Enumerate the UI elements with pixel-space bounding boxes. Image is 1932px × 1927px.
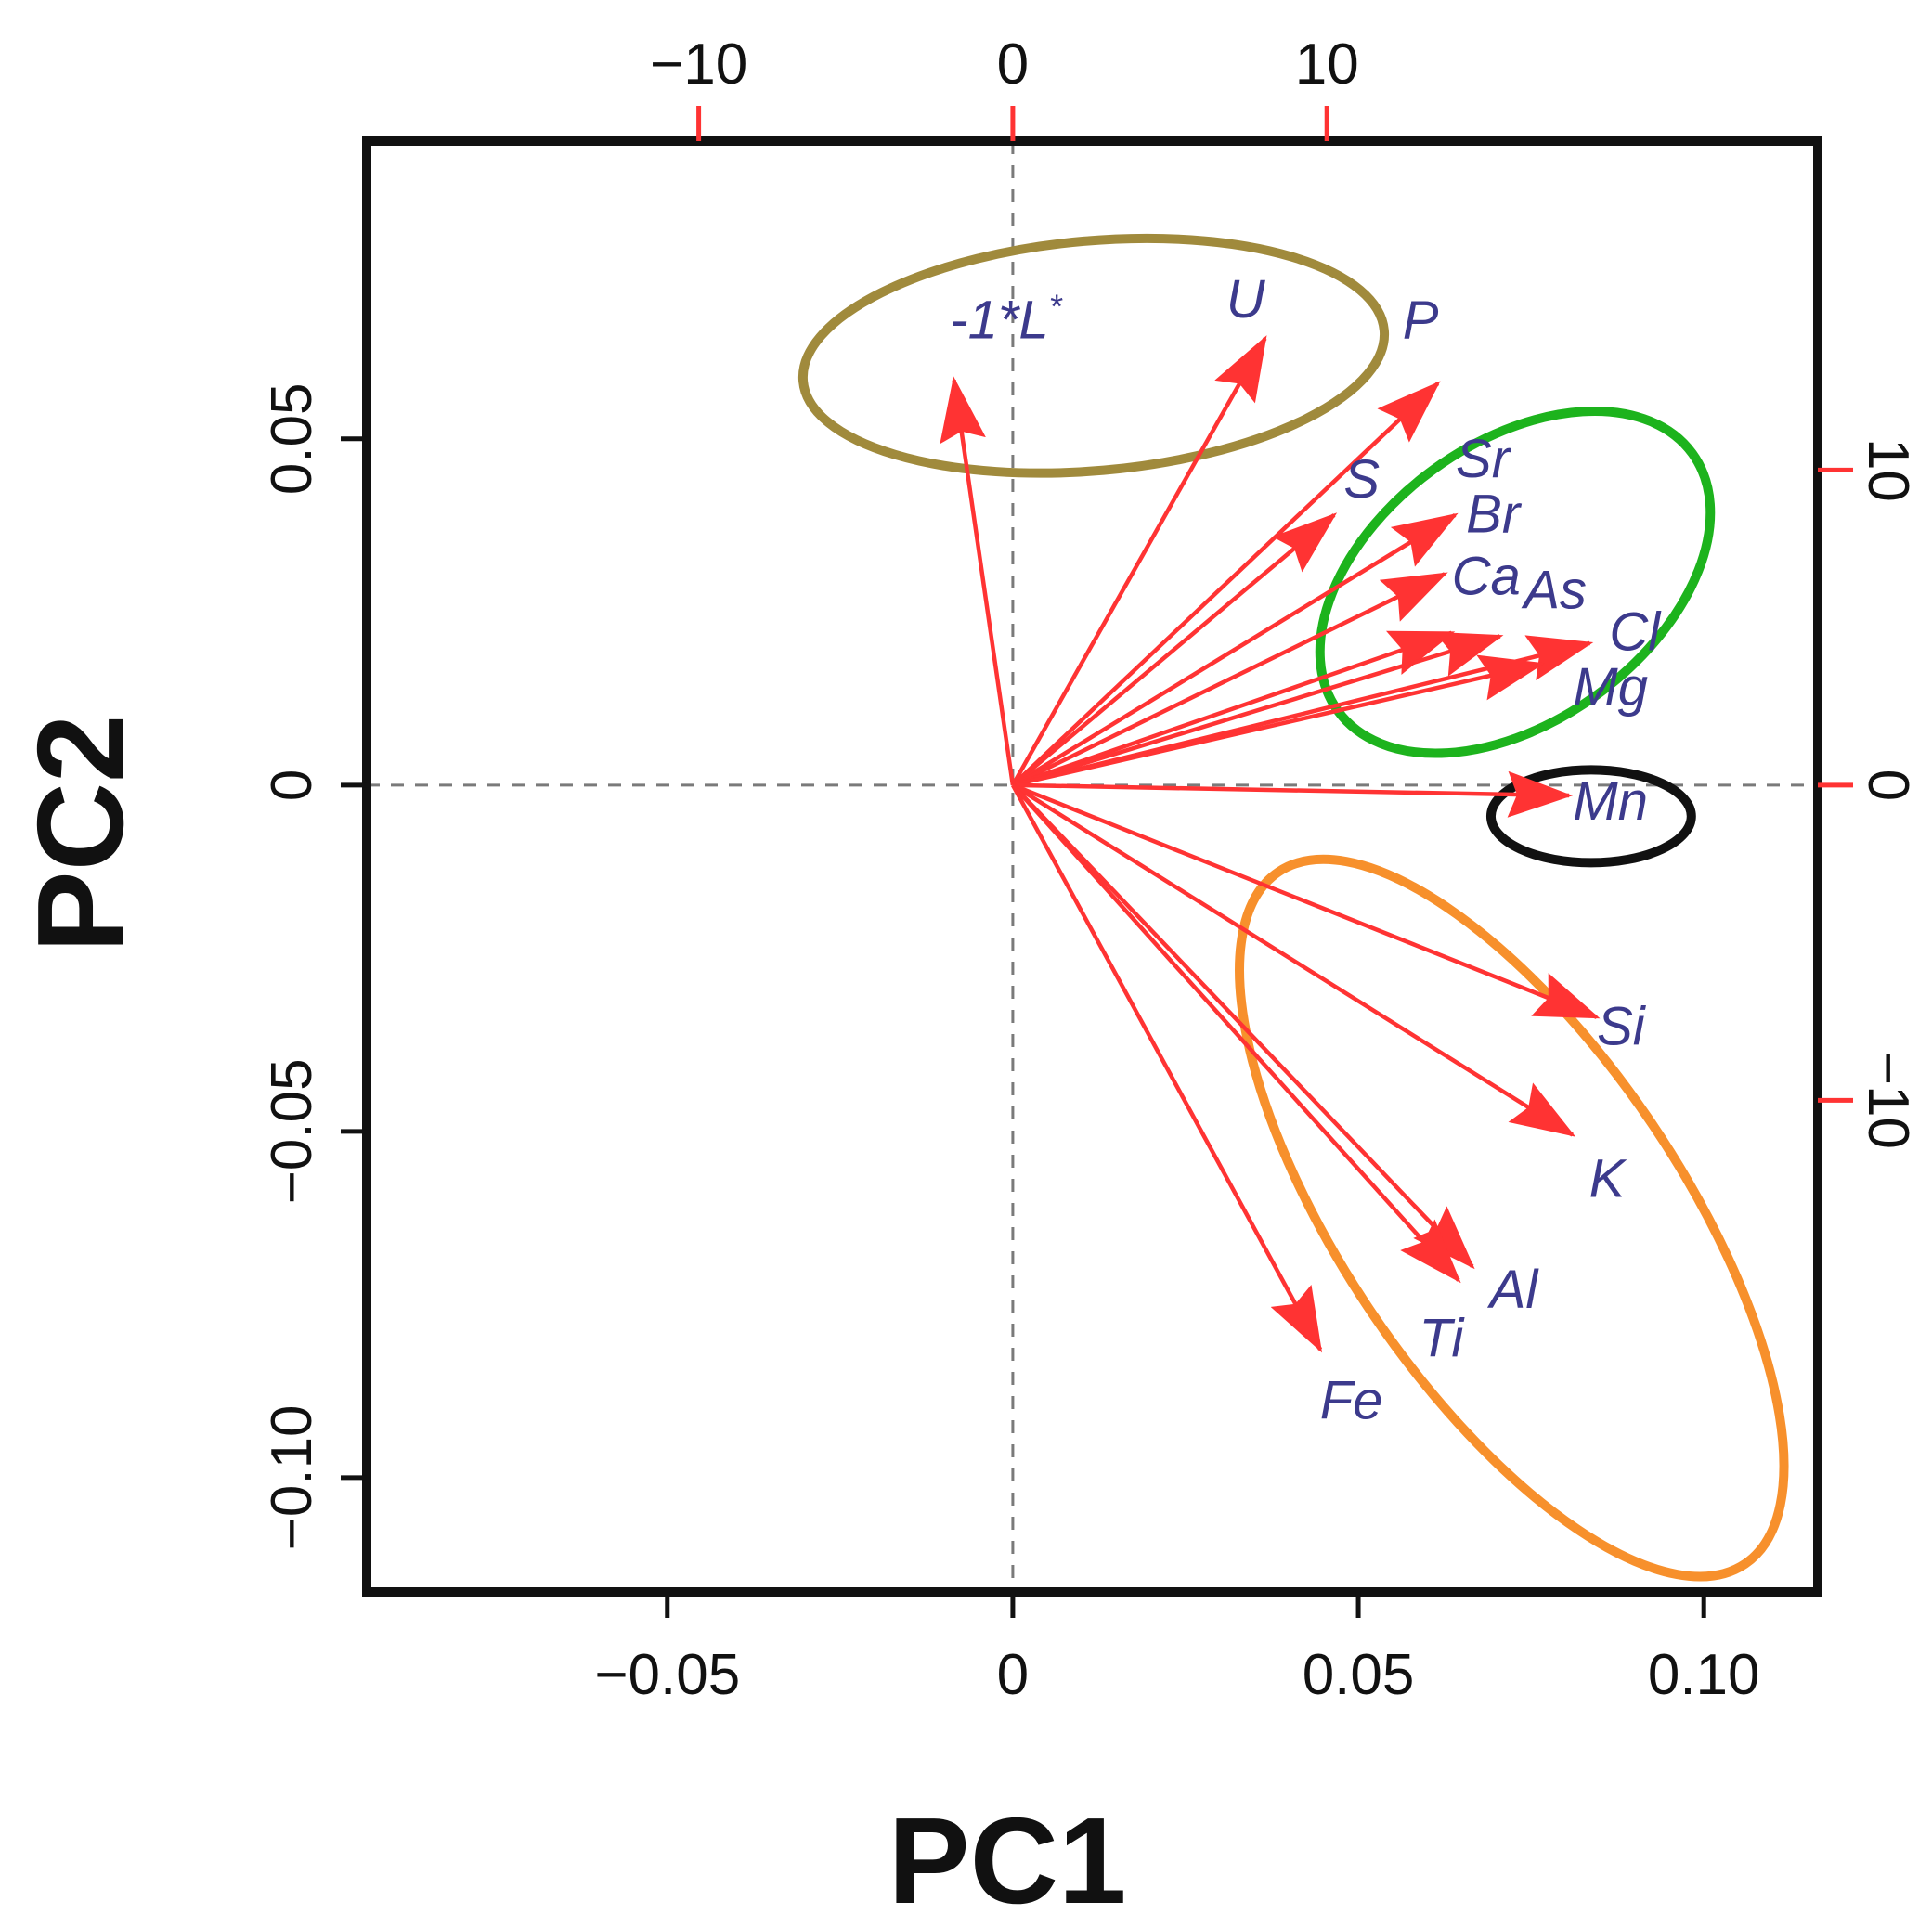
variable-label-text: -1*L [950, 291, 1048, 351]
variable-label-s: S [1343, 449, 1380, 510]
variable-label-al: Al [1487, 1260, 1540, 1320]
loading-arrow-mn [1012, 770, 1574, 818]
variable-label-text: Br [1466, 485, 1523, 545]
loading-arrow-sr [1011, 512, 1459, 787]
loading-arrow-si [1012, 782, 1601, 1019]
loading-arrow-fe [1010, 783, 1323, 1353]
variable-label-ca: Ca [1452, 547, 1521, 607]
x-axis-title: PC1 [888, 1792, 1127, 1927]
loading-arrow-1l [940, 376, 1016, 786]
loading-arrow-mg [1012, 654, 1546, 788]
loading-arrow-k [1011, 782, 1576, 1137]
variable-label-text: P [1403, 291, 1439, 351]
variable-label-si: Si [1597, 997, 1647, 1057]
variable-label-cl: Cl [1609, 601, 1662, 662]
plot-frame [362, 136, 1822, 1597]
variable-label-text: Sr [1456, 429, 1512, 489]
variable-label-ti: Ti [1419, 1308, 1465, 1368]
right-axis-tick-label: 0 [1856, 770, 1920, 801]
right-axis-tick-label: 10 [1856, 438, 1920, 502]
black-group-ellipse [1485, 765, 1696, 868]
loading-arrow-al [1011, 783, 1475, 1270]
variable-label-p: P [1403, 291, 1439, 351]
variable-label-mn: Mn [1573, 771, 1648, 832]
variable-label-text: Cl [1609, 601, 1662, 662]
variable-label-text: Mn [1573, 771, 1648, 832]
loading-arrow-as [1012, 631, 1504, 787]
variable-label-text: Ti [1419, 1308, 1465, 1368]
variable-label-text: Fe [1320, 1370, 1383, 1430]
variable-label-1l: -1*L* [950, 288, 1062, 351]
variable-label-sr: Sr [1456, 429, 1512, 489]
variable-label-fe: Fe [1320, 1370, 1383, 1430]
left-axis-tick-label: 0 [260, 770, 324, 801]
bottom-axis-tick-label: −0.05 [594, 1643, 740, 1707]
variable-label-mg: Mg [1573, 657, 1648, 718]
top-axis-tick-label: −10 [650, 32, 747, 97]
loading-arrow-br [1011, 572, 1448, 787]
variable-label-text: S [1343, 449, 1380, 510]
loading-arrow-ca [1012, 630, 1456, 787]
loading-arrow-u [1010, 335, 1267, 786]
variable-label-k: K [1589, 1149, 1627, 1209]
bottom-axis-tick-label: 0.05 [1303, 1643, 1415, 1707]
orange-group-ellipse [1235, 854, 1789, 1582]
variable-label-text: Al [1487, 1260, 1540, 1320]
variable-label-text: As [1521, 561, 1587, 621]
bottom-axis-tick-label: 0.10 [1648, 1643, 1760, 1707]
variable-label-text: Si [1597, 997, 1647, 1057]
variable-label-br: Br [1466, 485, 1523, 545]
y-axis-title: PC2 [12, 715, 149, 953]
brown-group-ellipse [797, 233, 1390, 478]
top-axis-tick-label: 10 [1295, 32, 1359, 97]
variable-label-text: K [1589, 1149, 1627, 1209]
variable-label-text: Mg [1573, 657, 1648, 718]
left-axis-tick-label: 0.05 [260, 382, 324, 495]
variable-label-as: As [1521, 561, 1587, 621]
variable-label-text: U [1226, 269, 1266, 330]
left-axis-tick-label: −0.05 [260, 1058, 324, 1204]
variable-label-superscript: * [1049, 288, 1063, 326]
right-axis-tick-label: −10 [1856, 1052, 1920, 1149]
top-axis-tick-label: 0 [997, 32, 1029, 97]
loading-arrow-p [1011, 381, 1441, 787]
bottom-axis-tick-label: 0 [997, 1643, 1029, 1707]
variable-label-u: U [1226, 269, 1266, 330]
loading-arrow-ti [1011, 783, 1461, 1284]
left-axis-tick-label: −0.10 [260, 1404, 324, 1550]
loading-arrow-s [1011, 512, 1338, 787]
variable-label-text: Ca [1452, 547, 1521, 607]
